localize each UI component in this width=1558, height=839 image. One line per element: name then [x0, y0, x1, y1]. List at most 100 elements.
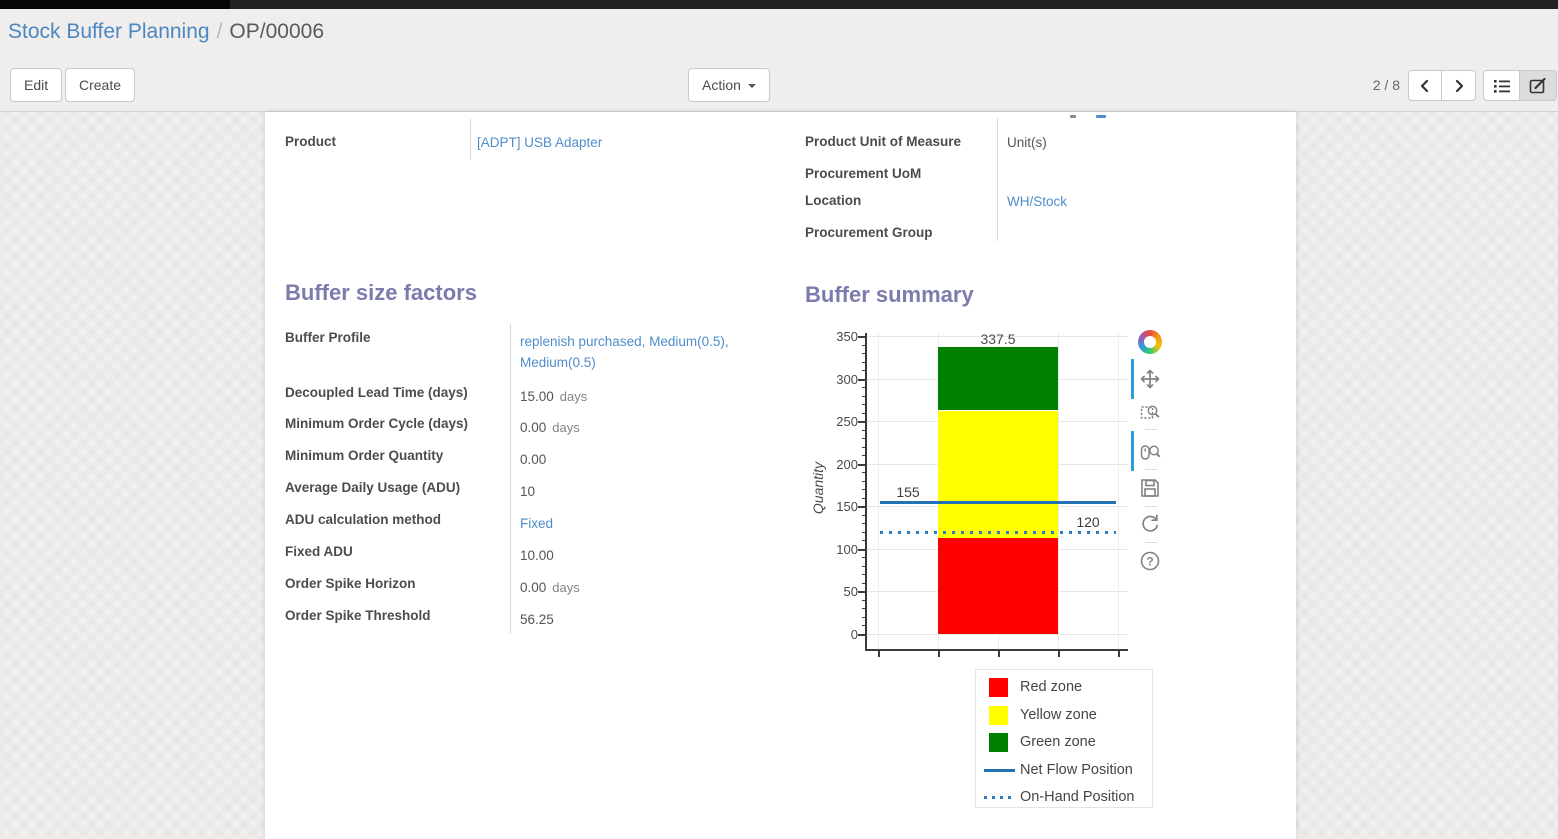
edit-button[interactable]: Edit: [10, 68, 63, 102]
on-hand-position-line: [880, 530, 1116, 534]
factor-value-link[interactable]: Fixed: [520, 516, 554, 531]
factor-label: Decoupled Lead Time (days): [285, 385, 468, 400]
control-panel: Stock Buffer Planning / OP/00006 Edit Crea…: [0, 9, 1558, 112]
legend-label: Green zone: [1020, 734, 1096, 750]
pager-previous-button[interactable]: [1408, 70, 1442, 101]
y-axis-tick: [858, 591, 866, 594]
y-axis-tick-label: 100: [836, 541, 858, 557]
factor-label: Fixed ADU: [285, 544, 353, 559]
legend-label: Yellow zone: [1020, 707, 1097, 723]
y-axis-line: [865, 333, 867, 650]
pager-counter: 2 / 8: [1372, 77, 1400, 93]
factor-value-text: 56.25: [520, 612, 554, 627]
list-view-button[interactable]: [1483, 70, 1520, 101]
pager-next-button[interactable]: [1442, 70, 1476, 101]
buffer-summary-title: Buffer summary: [805, 282, 974, 307]
factor-unit: days: [559, 389, 588, 404]
factor-value: 0.00 days: [520, 417, 768, 438]
gridline: [1058, 333, 1059, 649]
factor-label: Average Daily Usage (ADU): [285, 480, 461, 495]
action-dropdown-button[interactable]: Action: [688, 68, 770, 102]
field-separator: [470, 119, 471, 160]
x-axis-tick: [1058, 650, 1060, 657]
factor-value-link[interactable]: replenish purchased, Medium(0.5), Medium…: [520, 334, 729, 370]
factor-unit: days: [552, 420, 580, 435]
x-axis-tick: [1118, 650, 1120, 657]
legend-swatch-square: [989, 678, 1008, 697]
y-axis-minor-tick: [862, 361, 866, 363]
y-axis-minor-tick: [862, 523, 866, 525]
factor-unit: days: [552, 580, 580, 595]
y-axis-minor-tick: [862, 599, 866, 601]
product-field-value-link[interactable]: [ADPT] USB Adapter: [477, 135, 603, 150]
legend-item: Red zone: [976, 678, 1152, 698]
y-axis-minor-tick: [862, 557, 866, 559]
factor-value: replenish purchased, Medium(0.5), Medium…: [520, 331, 768, 373]
x-axis-tick: [998, 650, 1000, 657]
pan-tool-active-indicator: [1131, 359, 1134, 399]
y-axis-minor-tick: [862, 446, 866, 448]
y-axis-minor-tick: [862, 574, 866, 576]
field-label: Procurement Group: [805, 225, 933, 240]
y-axis-minor-tick: [862, 429, 866, 431]
toolbar-separator: [1145, 542, 1157, 543]
wheel-zoom-tool-active-indicator: [1131, 431, 1134, 471]
y-axis-minor-tick: [862, 565, 866, 567]
field-label: Product Unit of Measure: [805, 134, 962, 149]
toolbar-separator: [1145, 506, 1157, 507]
factor-value: 15.00 days: [520, 386, 768, 407]
view-switcher: [1483, 70, 1557, 101]
y-axis-minor-tick: [862, 472, 866, 474]
y-axis-tick-label: 300: [836, 371, 858, 387]
factor-value-text: 0.00: [520, 452, 547, 467]
factor-label: Order Spike Threshold: [285, 608, 431, 623]
y-axis-minor-tick: [862, 438, 866, 440]
field-value-link[interactable]: WH/Stock: [1007, 194, 1068, 209]
breadcrumb-parent-link[interactable]: Stock Buffer Planning: [8, 20, 210, 43]
factor-label: Order Spike Horizon: [285, 576, 416, 591]
pan-tool-icon[interactable]: [1137, 366, 1163, 392]
factor-label: Minimum Order Cycle (days): [285, 416, 469, 431]
save-tool-icon[interactable]: [1137, 475, 1163, 501]
help-tool-icon[interactable]: ?: [1137, 548, 1163, 574]
form-view-button[interactable]: [1520, 70, 1557, 101]
y-axis-minor-tick: [862, 370, 866, 372]
legend-item: Yellow zone: [976, 706, 1152, 726]
y-axis-tick-label: 350: [836, 329, 858, 344]
factor-value-text: 0.00: [520, 420, 547, 435]
factor-value-text: 15.00: [520, 389, 554, 404]
yellow-zone-bar: [938, 410, 1058, 539]
legend-swatch-line: [984, 769, 1015, 772]
wheel-zoom-tool-icon[interactable]: [1137, 438, 1163, 464]
legend-item: On-Hand Position: [976, 788, 1152, 808]
y-axis-minor-tick: [862, 608, 866, 610]
factor-value-text: 10: [520, 484, 536, 499]
factor-label: Minimum Order Quantity: [285, 448, 444, 463]
factor-value: 10: [520, 481, 768, 502]
y-axis-minor-tick: [862, 531, 866, 533]
pager-buttons: [1408, 70, 1476, 101]
factor-value: 0.00: [520, 449, 768, 470]
line-value-label: 155: [896, 484, 920, 501]
reset-tool-icon[interactable]: [1137, 510, 1163, 536]
y-axis-minor-tick: [862, 616, 866, 618]
product-field-label: Product: [285, 134, 337, 149]
y-axis-minor-tick: [862, 395, 866, 397]
y-axis-minor-tick: [862, 489, 866, 491]
caret-down-icon: [747, 84, 756, 89]
top-bar: [0, 0, 1558, 9]
breadcrumb-separator: /: [216, 20, 223, 43]
factor-label: Buffer Profile: [285, 330, 371, 345]
y-axis-minor-tick: [862, 353, 866, 355]
y-axis-tick: [858, 421, 866, 424]
field-separator: [997, 118, 998, 241]
bokeh-logo[interactable]: [1137, 329, 1163, 355]
factor-value: Fixed: [520, 513, 768, 534]
create-button[interactable]: Create: [65, 68, 136, 102]
y-axis-tick-label: 0: [850, 627, 858, 642]
legend-label: On-Hand Position: [1020, 789, 1135, 805]
box-zoom-tool-icon[interactable]: [1137, 399, 1163, 425]
legend-label: Net Flow Position: [1020, 762, 1133, 778]
field-value: Unit(s): [1007, 135, 1047, 150]
